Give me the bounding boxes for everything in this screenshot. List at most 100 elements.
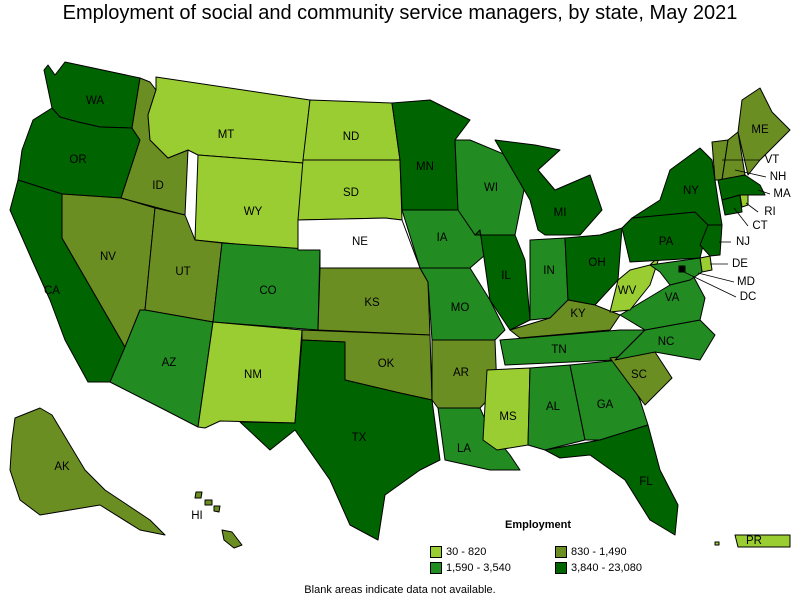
state-label-wi: WI bbox=[484, 182, 498, 194]
state-il[interactable] bbox=[474, 229, 531, 331]
legend-title: Employment bbox=[505, 519, 572, 531]
state-label-az: AZ bbox=[162, 357, 177, 369]
state-wy[interactable] bbox=[194, 154, 304, 251]
state-label-md: MD bbox=[737, 276, 755, 288]
state-label-wy: WY bbox=[244, 206, 263, 218]
state-label-oh: OH bbox=[588, 257, 605, 269]
state-label-ct: CT bbox=[752, 220, 767, 232]
state-md[interactable] bbox=[649, 257, 703, 286]
leader-line-dc bbox=[683, 271, 737, 298]
leader-line-ma bbox=[757, 189, 771, 195]
state-la[interactable] bbox=[437, 407, 521, 471]
state-label-co: CO bbox=[259, 285, 276, 297]
state-label-mo: MO bbox=[451, 302, 470, 314]
legend-swatch-1 bbox=[555, 546, 567, 558]
state-label-ut: UT bbox=[175, 266, 190, 278]
legend-item-1: 830 - 1,490 bbox=[555, 546, 627, 558]
state-ct[interactable] bbox=[721, 194, 743, 216]
state-label-ca: CA bbox=[44, 285, 60, 297]
state-label-wv: WV bbox=[618, 285, 637, 297]
state-label-nv: NV bbox=[100, 251, 116, 263]
state-label-mi: MI bbox=[554, 207, 567, 219]
state-label-wa: WA bbox=[86, 95, 104, 107]
state-label-ok: OK bbox=[378, 358, 395, 370]
dc-marker bbox=[679, 266, 685, 272]
state-label-nh: NH bbox=[770, 171, 787, 183]
state-label-ri: RI bbox=[764, 206, 776, 218]
state-hi-part-3[interactable] bbox=[213, 505, 221, 513]
leader-line-md bbox=[697, 272, 735, 283]
state-fl[interactable] bbox=[544, 424, 679, 536]
state-wi[interactable] bbox=[454, 139, 526, 236]
state-label-il: IL bbox=[501, 270, 511, 282]
legend-swatch-0 bbox=[430, 546, 442, 558]
state-label-al: AL bbox=[546, 401, 561, 413]
state-label-va: VA bbox=[665, 292, 680, 304]
legend-item-3: 3,840 - 23,080 bbox=[555, 562, 642, 574]
state-label-fl: FL bbox=[639, 476, 653, 488]
state-label-nm: NM bbox=[244, 369, 262, 381]
state-ny[interactable] bbox=[631, 147, 723, 226]
state-nd[interactable] bbox=[302, 99, 401, 161]
state-hi-part-2[interactable] bbox=[204, 499, 213, 506]
state-mi[interactable] bbox=[494, 139, 603, 236]
state-ks[interactable] bbox=[317, 267, 431, 336]
state-al[interactable] bbox=[527, 364, 586, 451]
state-va[interactable] bbox=[619, 269, 706, 331]
state-label-pa: PA bbox=[659, 236, 674, 248]
state-ms[interactable] bbox=[482, 367, 531, 451]
state-label-la: LA bbox=[457, 443, 471, 455]
leader-line-nh bbox=[734, 169, 767, 178]
state-label-mn: MN bbox=[416, 161, 434, 173]
state-label-ar: AR bbox=[453, 367, 469, 379]
legend-item-2: 1,590 - 3,540 bbox=[430, 562, 511, 574]
state-label-pr: PR bbox=[746, 535, 762, 547]
state-label-de: DE bbox=[732, 258, 748, 270]
legend-swatch-3 bbox=[555, 562, 567, 574]
state-label-ak: AK bbox=[54, 461, 70, 473]
leader-line-ct bbox=[733, 207, 749, 227]
state-label-ma: MA bbox=[773, 188, 791, 200]
state-label-tx: TX bbox=[352, 432, 367, 444]
state-label-ny: NY bbox=[683, 185, 699, 197]
state-mt[interactable] bbox=[147, 76, 311, 164]
state-label-sc: SC bbox=[631, 369, 647, 381]
state-ri[interactable] bbox=[739, 194, 749, 208]
state-pr[interactable] bbox=[734, 534, 791, 548]
state-label-nj: NJ bbox=[736, 236, 750, 248]
state-label-nd: ND bbox=[343, 131, 360, 143]
note-text: Blank areas indicate data not available. bbox=[304, 584, 496, 596]
state-hi[interactable] bbox=[221, 529, 243, 549]
state-me[interactable] bbox=[737, 87, 791, 176]
state-label-ne: NE bbox=[352, 236, 368, 248]
state-label-ga: GA bbox=[597, 399, 614, 411]
state-label-or: OR bbox=[69, 154, 86, 166]
state-label-tn: TN bbox=[551, 344, 566, 356]
map-title: Employment of social and community servi… bbox=[62, 2, 738, 24]
state-ak[interactable] bbox=[9, 407, 166, 536]
state-label-dc: DC bbox=[740, 291, 757, 303]
legend-label-0: 30 - 820 bbox=[446, 546, 487, 558]
state-label-mt: MT bbox=[218, 129, 235, 141]
leader-line-ri bbox=[745, 202, 759, 213]
state-wv[interactable] bbox=[609, 254, 661, 313]
state-label-ms: MS bbox=[499, 411, 517, 423]
state-label-sd: SD bbox=[343, 187, 359, 199]
state-label-ky: KY bbox=[570, 308, 586, 320]
legend-label-2: 1,590 - 3,540 bbox=[446, 562, 511, 574]
state-hi-part-1[interactable] bbox=[194, 491, 203, 499]
state-nj[interactable] bbox=[699, 224, 723, 257]
state-label-in: IN bbox=[543, 265, 555, 277]
state-label-vt: VT bbox=[765, 154, 780, 166]
state-mo[interactable] bbox=[419, 267, 506, 341]
state-label-nc: NC bbox=[658, 336, 675, 348]
state-label-ks: KS bbox=[364, 297, 380, 309]
state-pr-part-1[interactable] bbox=[714, 541, 720, 546]
state-label-ia: IA bbox=[437, 232, 448, 244]
legend-label-3: 3,840 - 23,080 bbox=[571, 562, 642, 574]
legend-item-0: 30 - 820 bbox=[430, 546, 486, 558]
state-tx[interactable] bbox=[239, 339, 441, 541]
state-label-me: ME bbox=[751, 124, 769, 136]
legend-swatch-2 bbox=[430, 562, 442, 574]
